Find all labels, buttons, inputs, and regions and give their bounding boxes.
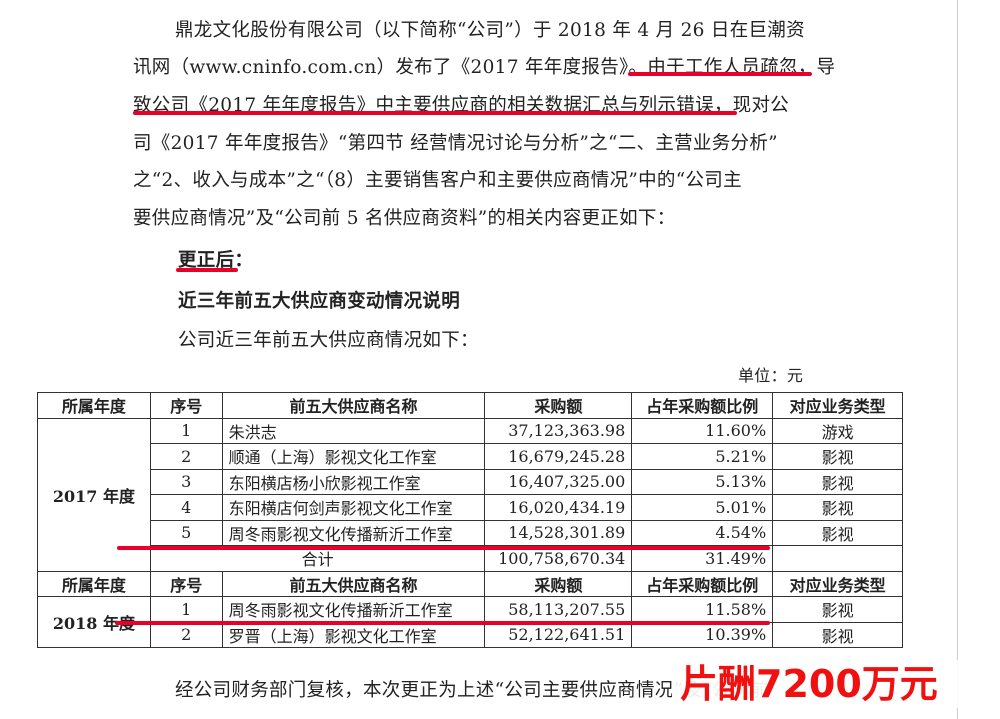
paragraph-line-1: 鼎龙文化股份有限公司（以下简称“公司”）于 2018 年 4 月 26 日在巨潮… [175, 20, 805, 41]
amount-cell: 16,020,434.19 [484, 494, 633, 521]
amount-cell: 52,122,641.51 [484, 621, 633, 648]
supplier-table: 所属年度 序号 前五大供应商名称 采购额 占年采购额比例 对应业务类型 2017… [37, 392, 903, 648]
supplier-name-cell: 周冬雨影视文化传播新沂工作室 [221, 519, 486, 546]
ratio-cell: 5.01% [631, 494, 774, 521]
table-row: 3 东阳横店杨小欣影视工作室 16,407,325.00 5.13% 影视 [38, 468, 903, 495]
business-type-cell: 影视 [772, 468, 903, 495]
amount-cell: 58,113,207.55 [484, 596, 633, 623]
table-row: 2 罗晋（上海）影视文化工作室 52,122,641.51 10.39% 影视 [38, 621, 903, 648]
paragraph-line-6: 要供应商情况”及“公司前 5 名供应商资料”的相关内容更正如下： [133, 208, 676, 229]
header-amount: 采购额 [484, 570, 633, 597]
index-cell: 1 [149, 596, 223, 623]
highlighted-text: 致公司《2017 年年度报告》中主要供应商的相关数据汇总与列示错误 [133, 95, 714, 116]
index-cell: 3 [149, 468, 223, 495]
corrected-label: 更正后： [178, 250, 254, 271]
amount-cell: 37,123,363.98 [484, 417, 633, 444]
header-ratio: 占年采购额比例 [631, 392, 774, 419]
red-underline [133, 111, 737, 115]
overlay-caption: 片酬7200万元 [672, 660, 970, 708]
header-type: 对应业务类型 [772, 570, 903, 597]
header-ratio: 占年采购额比例 [631, 570, 774, 597]
table-header-row: 所属年度 序号 前五大供应商名称 采购额 占年采购额比例 对应业务类型 [37, 570, 903, 597]
unit-label: 单位：元 [738, 366, 804, 385]
ratio-cell: 5.21% [631, 443, 774, 470]
table-row: 2 顺通（上海）影视文化工作室 16,679,245.28 5.21% 影视 [38, 443, 903, 470]
bottom-paragraph: 经公司财务部门复核，本次更正为上述“公司主要供应商情况”及“公司前 [175, 680, 769, 701]
header-year: 所属年度 [37, 392, 151, 419]
paragraph-line-5: 之“2、收入与成本”之“（8）主要销售客户和主要供应商情况”中的“公司主 [133, 170, 742, 191]
page-edge [957, 0, 958, 719]
supplier-name-cell: 周冬雨影视文化传播新沂工作室 [221, 596, 486, 623]
year-cell: 2017 年度 [37, 417, 151, 572]
index-cell: 2 [149, 621, 223, 648]
ratio-cell: 11.58% [631, 596, 774, 623]
ratio-cell: 10.39% [631, 621, 774, 648]
table-row: 2018 年度 1 周冬雨影视文化传播新沂工作室 58,113,207.55 11.58… [37, 596, 903, 648]
section-title: 近三年前五大供应商变动情况说明 [178, 291, 461, 312]
supplier-name-cell: 东阳横店何剑声影视文化工作室 [221, 494, 486, 521]
business-type-cell: 影视 [772, 621, 903, 648]
table-header-row: 所属年度 序号 前五大供应商名称 采购额 占年采购额比例 对应业务类型 [37, 392, 903, 419]
empty-cell [772, 545, 903, 572]
paragraph-text: ，现对公 [713, 95, 790, 116]
header-amount: 采购额 [484, 392, 633, 419]
supplier-name-cell: 朱洪志 [221, 417, 486, 444]
header-supplier: 前五大供应商名称 [221, 570, 486, 597]
business-type-cell: 游戏 [772, 417, 903, 444]
index-cell: 2 [149, 443, 223, 470]
index-cell: 5 [149, 519, 223, 546]
ratio-cell: 4.54% [631, 519, 774, 546]
header-supplier: 前五大供应商名称 [221, 392, 486, 419]
table-row: 2017 年度 1 朱洪志 37,123,363.98 11.60% 游戏 [37, 417, 903, 572]
red-underline [176, 268, 238, 272]
amount-cell: 16,679,245.28 [484, 443, 633, 470]
amount-cell: 14,528,301.89 [484, 519, 633, 546]
header-type: 对应业务类型 [772, 392, 903, 419]
supplier-name-cell: 罗晋（上海）影视文化工作室 [221, 621, 486, 648]
paragraph-line-3: 致公司《2017 年年度报告》中主要供应商的相关数据汇总与列示错误，现对公 [133, 91, 789, 117]
amount-cell: 16,407,325.00 [484, 468, 633, 495]
business-type-cell: 影视 [772, 443, 903, 470]
ratio-cell: 5.13% [631, 468, 774, 495]
table-row: 5 周冬雨影视文化传播新沂工作室 14,528,301.89 4.54% 影视 [38, 519, 903, 546]
business-type-cell: 影视 [772, 519, 903, 546]
intro-text: 公司近三年前五大供应商情况如下： [178, 330, 479, 351]
paragraph-line-4: 司《2017 年年度报告》“第四节 经营情况讨论与分析”之“二、主营业务分析” [133, 133, 778, 154]
business-type-cell: 影视 [772, 494, 903, 521]
table-row: 4 东阳横店何剑声影视文化工作室 16,020,434.19 5.01% 影视 [38, 494, 903, 521]
header-index: 序号 [149, 392, 223, 419]
business-type-cell: 影视 [772, 596, 903, 623]
paragraph-text: 讯网（www.cninfo.com.cn）发布了《2017 年年度报告》。 [133, 57, 648, 78]
index-cell: 4 [149, 494, 223, 521]
header-year: 所属年度 [37, 570, 151, 597]
red-underline [117, 546, 770, 550]
index-cell: 1 [149, 417, 223, 444]
header-index: 序号 [149, 570, 223, 597]
ratio-cell: 11.60% [631, 417, 774, 444]
supplier-name-cell: 东阳横店杨小欣影视工作室 [221, 468, 486, 495]
red-underline [115, 621, 770, 625]
red-underline [628, 72, 812, 76]
supplier-name-cell: 顺通（上海）影视文化工作室 [221, 443, 486, 470]
year-cell: 2018 年度 [37, 596, 151, 648]
